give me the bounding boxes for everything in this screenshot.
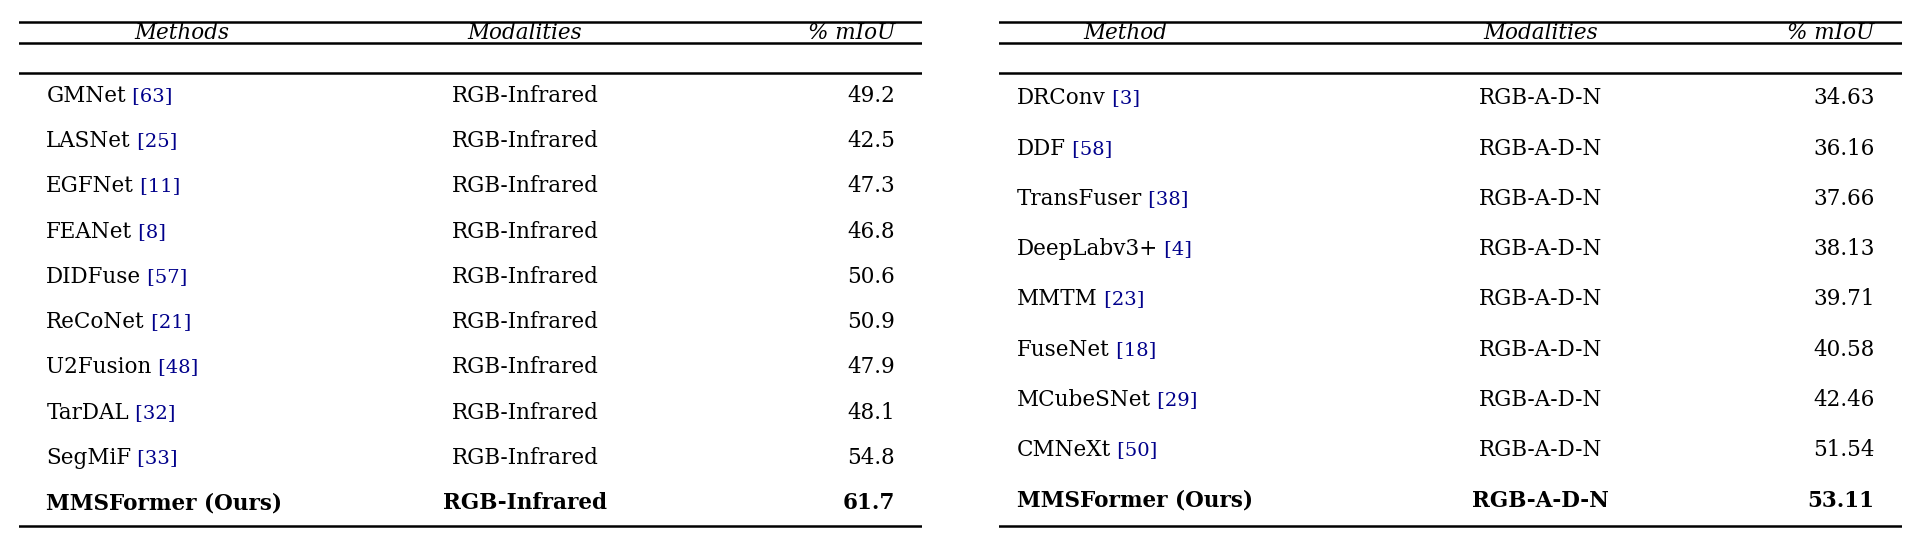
Text: DDF: DDF [1016, 138, 1066, 159]
Text: % mIoU: % mIoU [807, 22, 895, 43]
Text: ReCoNet: ReCoNet [46, 311, 144, 333]
Text: [3]: [3] [1106, 89, 1139, 107]
Text: RGB-A-D-N: RGB-A-D-N [1479, 288, 1602, 311]
Text: DeepLabv3+: DeepLabv3+ [1016, 238, 1158, 260]
Text: SegMiF: SegMiF [46, 447, 131, 469]
Text: 34.63: 34.63 [1813, 87, 1875, 109]
Text: [58]: [58] [1066, 140, 1112, 158]
Text: RGB-Infrared: RGB-Infrared [451, 311, 597, 333]
Text: 42.46: 42.46 [1813, 389, 1875, 411]
Text: U2Fusion: U2Fusion [46, 356, 152, 378]
Text: 49.2: 49.2 [847, 85, 895, 107]
Text: RGB-Infrared: RGB-Infrared [451, 447, 597, 469]
Text: TransFuser: TransFuser [1016, 188, 1143, 210]
Text: [25]: [25] [131, 132, 177, 150]
Text: RGB-Infrared: RGB-Infrared [444, 492, 607, 514]
Text: RGB-Infrared: RGB-Infrared [451, 221, 597, 243]
Text: 50.9: 50.9 [847, 311, 895, 333]
Text: RGB-A-D-N: RGB-A-D-N [1479, 339, 1602, 361]
Text: 40.58: 40.58 [1813, 339, 1875, 361]
Text: FuseNet: FuseNet [1016, 339, 1110, 361]
Text: [23]: [23] [1097, 291, 1145, 308]
Text: [50]: [50] [1110, 441, 1158, 459]
Text: [33]: [33] [131, 449, 179, 467]
Text: [38]: [38] [1143, 190, 1189, 208]
Text: RGB-A-D-N: RGB-A-D-N [1471, 489, 1610, 512]
Text: RGB-Infrared: RGB-Infrared [451, 402, 597, 424]
Text: Modalities: Modalities [467, 22, 582, 43]
Text: EGFNet: EGFNet [46, 175, 134, 197]
Text: [32]: [32] [129, 404, 175, 422]
Text: RGB-Infrared: RGB-Infrared [451, 266, 597, 288]
Text: [4]: [4] [1158, 240, 1193, 258]
Text: RGB-Infrared: RGB-Infrared [451, 130, 597, 152]
Text: [21]: [21] [144, 313, 192, 331]
Text: MMSFormer (Ours): MMSFormer (Ours) [46, 492, 282, 514]
Text: [11]: [11] [134, 177, 181, 195]
Text: RGB-Infrared: RGB-Infrared [451, 85, 597, 107]
Text: 50.6: 50.6 [847, 266, 895, 288]
Text: 42.5: 42.5 [847, 130, 895, 152]
Text: DIDFuse: DIDFuse [46, 266, 142, 288]
Text: 47.9: 47.9 [847, 356, 895, 378]
Text: [18]: [18] [1110, 341, 1156, 359]
Text: MCubeSNet: MCubeSNet [1016, 389, 1151, 411]
Text: RGB-Infrared: RGB-Infrared [451, 356, 597, 378]
Text: 54.8: 54.8 [847, 447, 895, 469]
Text: 46.8: 46.8 [847, 221, 895, 243]
Text: 36.16: 36.16 [1813, 138, 1875, 159]
Text: 39.71: 39.71 [1813, 288, 1875, 311]
Text: DRConv: DRConv [1016, 87, 1106, 109]
Text: TarDAL: TarDAL [46, 402, 129, 424]
Text: LASNet: LASNet [46, 130, 131, 152]
Text: RGB-Infrared: RGB-Infrared [451, 175, 597, 197]
Text: 47.3: 47.3 [847, 175, 895, 197]
Text: [63]: [63] [127, 87, 173, 105]
Text: 48.1: 48.1 [847, 402, 895, 424]
Text: Method: Method [1083, 22, 1168, 43]
Text: Methods: Methods [134, 22, 229, 43]
Text: Modalities: Modalities [1483, 22, 1598, 43]
Text: [29]: [29] [1151, 391, 1197, 409]
Text: RGB-A-D-N: RGB-A-D-N [1479, 389, 1602, 411]
Text: [8]: [8] [133, 223, 167, 241]
Text: RGB-A-D-N: RGB-A-D-N [1479, 188, 1602, 210]
Text: 53.11: 53.11 [1808, 489, 1875, 512]
Text: FEANet: FEANet [46, 221, 133, 243]
Text: RGB-A-D-N: RGB-A-D-N [1479, 238, 1602, 260]
Text: 51.54: 51.54 [1813, 440, 1875, 461]
Text: [57]: [57] [142, 268, 188, 286]
Text: 38.13: 38.13 [1813, 238, 1875, 260]
Text: MMTM: MMTM [1016, 288, 1097, 311]
Text: 61.7: 61.7 [843, 492, 895, 514]
Text: GMNet: GMNet [46, 85, 127, 107]
Text: MMSFormer (Ours): MMSFormer (Ours) [1016, 489, 1252, 512]
Text: % mIoU: % mIoU [1787, 22, 1875, 43]
Text: RGB-A-D-N: RGB-A-D-N [1479, 440, 1602, 461]
Text: [48]: [48] [152, 358, 198, 376]
Text: 37.66: 37.66 [1813, 188, 1875, 210]
Text: RGB-A-D-N: RGB-A-D-N [1479, 138, 1602, 159]
Text: CMNeXt: CMNeXt [1016, 440, 1110, 461]
Text: RGB-A-D-N: RGB-A-D-N [1479, 87, 1602, 109]
